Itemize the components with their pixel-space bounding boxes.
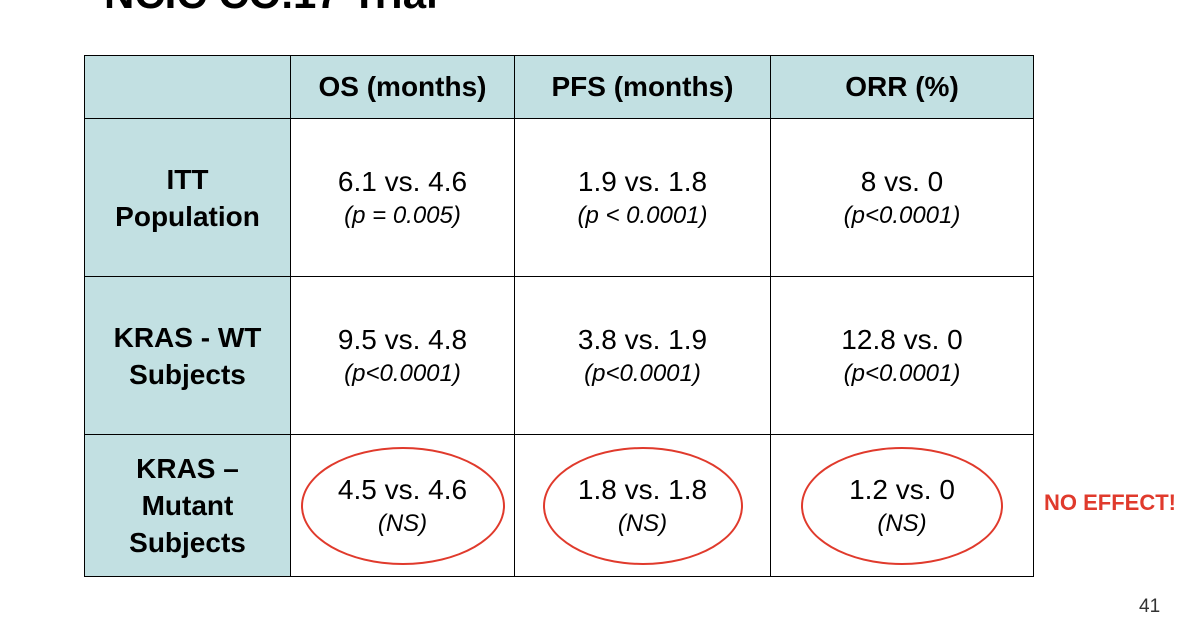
cell-value: 1.8 vs. 1.8 [577, 473, 708, 505]
cell-value: 8 vs. 0 [860, 165, 944, 197]
row-header-line: Population [115, 200, 260, 232]
table-row: ITT Population 6.1 vs. 4.6 (p = 0.005) 1… [84, 118, 1034, 277]
row-header-line: KRAS – [136, 453, 239, 484]
cell-p-value: (NS) [377, 509, 428, 537]
cell-p-value: (p = 0.005) [344, 201, 461, 229]
row-header-line: Mutant [141, 490, 234, 521]
cell-p-value: (p<0.0001) [843, 201, 961, 229]
table-cell: 3.8 vs. 1.9 (p<0.0001) [514, 276, 771, 435]
table-corner-cell [84, 55, 291, 119]
table-cell: 1.9 vs. 1.8 (p < 0.0001) [514, 118, 771, 277]
cell-p-value: (NS) [877, 509, 927, 537]
table-cell: 4.5 vs. 4.6 (NS) [290, 434, 515, 577]
cell-value: 12.8 vs. 0 [841, 323, 963, 355]
cell-p-value: (p<0.0001) [843, 359, 961, 387]
row-header-line: KRAS - WT [113, 321, 262, 353]
cell-p-value: (NS) [617, 509, 668, 537]
row-header-line: ITT [166, 163, 209, 195]
cell-value: 4.5 vs. 4.6 [337, 473, 468, 505]
table-cell: 1.8 vs. 1.8 (NS) [514, 434, 771, 577]
table-cell: 8 vs. 0 (p<0.0001) [770, 118, 1034, 277]
table-header-row: OS (months) PFS (months) ORR (%) [84, 55, 1034, 119]
cell-value: 1.9 vs. 1.8 [577, 165, 708, 197]
row-header-kras-wt: KRAS - WT Subjects [84, 276, 291, 435]
row-header-line: Subjects [129, 527, 246, 558]
cell-value: 1.2 vs. 0 [849, 473, 955, 505]
no-effect-annotation: NO EFFECT! [1044, 490, 1176, 515]
slide-title: NCIC CO.17 Trial [104, 0, 438, 18]
page-number: 41 [1139, 596, 1161, 617]
results-table: OS (months) PFS (months) ORR (%) ITT Pop… [84, 55, 1034, 577]
table-row: KRAS – Mutant Subjects 4.5 vs. 4.6 (NS) … [84, 434, 1034, 577]
table-cell: 1.2 vs. 0 (NS) [770, 434, 1034, 577]
cell-value: 6.1 vs. 4.6 [337, 165, 468, 197]
row-header-kras-mutant: KRAS – Mutant Subjects [84, 434, 291, 577]
table-cell: 12.8 vs. 0 (p<0.0001) [770, 276, 1034, 435]
cell-value: 9.5 vs. 4.8 [337, 323, 468, 355]
table-row: KRAS - WT Subjects 9.5 vs. 4.8 (p<0.0001… [84, 276, 1034, 435]
row-header-line: Subjects [129, 358, 246, 390]
row-header-itt: ITT Population [84, 118, 291, 277]
cell-value: 3.8 vs. 1.9 [577, 323, 708, 355]
table-cell: 6.1 vs. 4.6 (p = 0.005) [290, 118, 515, 277]
column-header-os: OS (months) [290, 55, 515, 119]
table-cell: 9.5 vs. 4.8 (p<0.0001) [290, 276, 515, 435]
cell-p-value: (p<0.0001) [344, 359, 461, 387]
column-header-orr: ORR (%) [770, 55, 1034, 119]
column-header-pfs: PFS (months) [514, 55, 771, 119]
cell-p-value: (p < 0.0001) [577, 201, 708, 229]
cell-p-value: (p<0.0001) [584, 359, 701, 387]
